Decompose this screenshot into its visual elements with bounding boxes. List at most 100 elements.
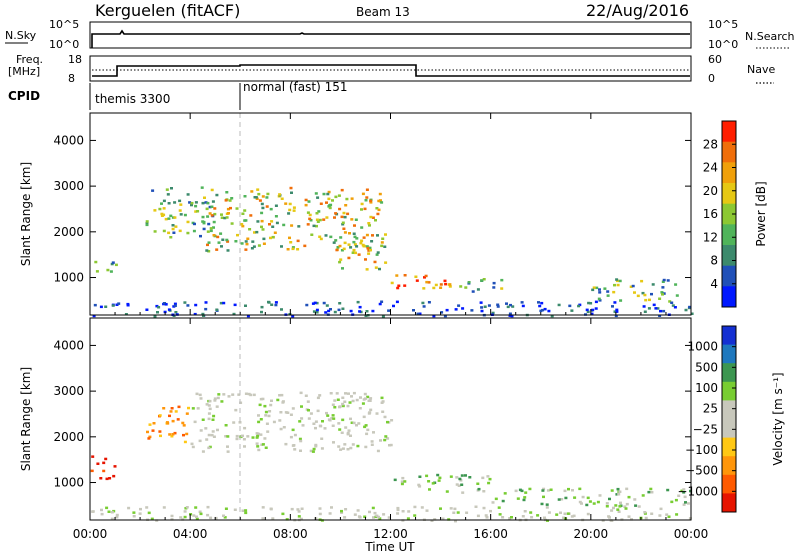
velocity-cell xyxy=(238,421,242,424)
velocity-cell xyxy=(344,392,347,395)
velocity-cell xyxy=(314,517,318,520)
velocity-colorbar-segment xyxy=(722,381,736,401)
power-cell xyxy=(288,236,291,240)
velocity-cell xyxy=(627,495,631,499)
power-cell xyxy=(201,220,205,223)
velocity-cell xyxy=(244,509,248,512)
power-cell xyxy=(384,261,388,264)
power-cell xyxy=(650,292,653,296)
velocity-cell xyxy=(261,506,265,509)
nave-tick-bottom: 0 xyxy=(708,72,715,85)
velocity-cell xyxy=(571,489,574,492)
velocity-cell xyxy=(198,510,202,513)
velocity-cell xyxy=(363,392,367,396)
power-cell xyxy=(160,202,163,205)
velocity-cell xyxy=(383,415,387,419)
power-cell xyxy=(480,306,484,309)
velocity-cell xyxy=(297,510,301,513)
power-cell xyxy=(543,307,547,311)
velocity-cell xyxy=(300,417,304,420)
power-cell xyxy=(216,235,220,239)
power-cell xyxy=(339,258,343,261)
velocity-cell xyxy=(396,508,400,512)
velocity-cell xyxy=(530,516,534,519)
power-cell xyxy=(376,251,380,254)
power-cell xyxy=(315,301,319,305)
power-cell xyxy=(594,300,598,304)
power-cell xyxy=(368,224,371,227)
velocity-cell xyxy=(349,417,352,421)
power-cell xyxy=(171,227,175,231)
power-cell xyxy=(354,251,357,255)
velocity-cell xyxy=(325,411,328,415)
velocity-ytick-label: 4000 xyxy=(53,338,84,352)
velocity-cell xyxy=(420,506,424,509)
power-cell xyxy=(448,283,452,286)
power-cell xyxy=(280,197,284,200)
velocity-cell xyxy=(393,478,397,482)
power-colorbar-segment xyxy=(722,265,736,287)
power-cell xyxy=(315,308,319,312)
power-cell xyxy=(329,235,333,239)
velocity-cell xyxy=(386,420,389,424)
velocity-cell xyxy=(372,516,375,519)
power-cell xyxy=(192,229,196,233)
power-cell xyxy=(348,232,351,235)
power-cell xyxy=(207,241,211,244)
power-cell xyxy=(364,314,368,317)
power-cell xyxy=(289,241,293,244)
power-panel: 1000 2000 3000 4000 Slant Range [km] 28 24 20… xyxy=(19,112,768,318)
power-cell xyxy=(611,305,614,308)
power-cell xyxy=(260,305,264,309)
velocity-cell xyxy=(291,407,295,410)
velocity-cell xyxy=(580,502,583,505)
power-cell xyxy=(208,205,212,209)
power-cell xyxy=(378,302,382,306)
power-cell xyxy=(288,208,292,212)
power-cell xyxy=(325,201,328,204)
velocity-cell xyxy=(341,402,345,406)
velocity-cell xyxy=(348,401,352,404)
velocity-cell xyxy=(625,502,629,506)
power-cell xyxy=(364,199,368,202)
velocity-cell xyxy=(331,414,335,417)
power-cell xyxy=(111,261,115,264)
power-cell xyxy=(316,220,320,223)
power-cell xyxy=(306,211,310,214)
velocity-cell xyxy=(329,392,333,395)
power-cell xyxy=(271,225,275,228)
velocity-cell xyxy=(339,448,343,451)
velocity-cell xyxy=(586,512,590,516)
power-cell xyxy=(278,193,282,196)
power-cell xyxy=(319,237,323,241)
power-cell xyxy=(371,234,374,237)
velocity-cell xyxy=(468,476,472,479)
velocity-cell xyxy=(155,519,159,522)
velocity-cell xyxy=(615,493,619,496)
velocity-cell xyxy=(601,519,605,522)
velocity-cell xyxy=(355,398,359,402)
velocity-cell xyxy=(330,417,334,420)
velocity-cell xyxy=(347,392,350,395)
power-cell xyxy=(416,312,420,316)
velocity-cell xyxy=(261,517,265,520)
velocity-cell xyxy=(169,410,173,413)
velocity-xtick-label: 04:00 xyxy=(173,527,208,541)
power-cell xyxy=(648,298,651,302)
power-cell xyxy=(240,242,244,245)
power-cell xyxy=(370,240,374,243)
power-cell xyxy=(257,244,261,247)
velocity-colorbar-label: −500 xyxy=(685,464,718,478)
power-cell xyxy=(241,224,245,228)
power-cell xyxy=(275,221,279,225)
power-cell xyxy=(213,207,217,210)
velocity-cell xyxy=(328,512,332,515)
power-cell xyxy=(274,303,278,307)
velocity-cell xyxy=(257,448,261,452)
power-cell xyxy=(265,205,269,208)
power-cell xyxy=(202,227,206,231)
velocity-cell xyxy=(617,510,621,513)
velocity-cell xyxy=(465,511,469,514)
power-cell xyxy=(260,310,263,314)
velocity-cell xyxy=(207,433,211,437)
